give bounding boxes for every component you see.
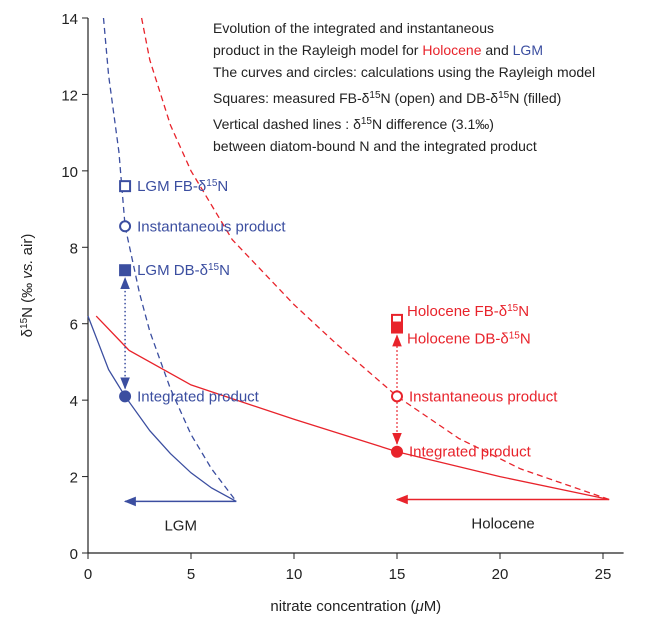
point-label: Instantaneous product xyxy=(137,218,286,235)
text-part: LGM xyxy=(513,42,543,58)
annotation: The curves and circles: calculations usi… xyxy=(213,64,595,80)
text-part: M) xyxy=(424,598,442,615)
text-part: 15 xyxy=(361,116,373,127)
text-part: and xyxy=(482,42,513,58)
text-part: between diatom-bound N and the integrate… xyxy=(213,138,537,154)
y-tick-label: 14 xyxy=(61,11,78,28)
point xyxy=(391,321,403,334)
text-part: Holocene FB-δ xyxy=(407,303,507,320)
text-part: N (open) and DB-δ xyxy=(381,90,499,106)
text-part: Holocene DB-δ xyxy=(407,331,509,348)
text-part: Integrated product xyxy=(137,388,260,405)
point-label: Integrated product xyxy=(409,444,532,461)
y-tick-label: 12 xyxy=(61,87,78,104)
text-part: δ xyxy=(19,329,36,337)
annotation: Evolution of the integrated and instanta… xyxy=(213,20,494,36)
x-tick-label: 15 xyxy=(389,566,406,583)
point xyxy=(119,180,132,193)
text-part: nitrate concentration ( xyxy=(270,598,415,615)
y-tick-label: 6 xyxy=(70,317,78,334)
text-part: Holocene xyxy=(422,42,481,58)
text-part: vs. xyxy=(19,260,36,279)
x-tick-label: 10 xyxy=(286,566,303,583)
x-tick-label: 20 xyxy=(492,566,509,583)
text-part: N difference (3.1‰) xyxy=(372,116,494,132)
text-part: 15 xyxy=(208,262,220,273)
point-label: LGM FB-δ15N xyxy=(137,178,228,196)
text-part: N xyxy=(219,262,230,279)
text-part: μ xyxy=(414,598,423,615)
annotation: product in the Rayleigh model for Holoce… xyxy=(213,42,543,58)
text-part: Instantaneous product xyxy=(137,218,286,235)
point xyxy=(119,220,132,233)
point xyxy=(391,445,403,458)
curve xyxy=(87,315,237,502)
text-part: 15 xyxy=(509,330,521,341)
y-tick-label: 4 xyxy=(70,393,78,410)
text-part: Squares: measured FB-δ xyxy=(213,90,370,106)
text-part: 15 xyxy=(19,317,30,329)
text-part: Evolution of the integrated and instanta… xyxy=(213,20,494,36)
text-part: The curves and circles: calculations usi… xyxy=(213,64,595,80)
point xyxy=(119,264,132,277)
text-part: N xyxy=(518,303,529,320)
point xyxy=(119,390,132,403)
text-part: air) xyxy=(19,234,36,260)
x-tick-label: 5 xyxy=(187,566,195,583)
text-part: Integrated product xyxy=(409,444,532,461)
text-part: N xyxy=(520,331,531,348)
text-part: 15 xyxy=(206,178,218,189)
y-tick-label: 0 xyxy=(70,546,78,563)
y-tick-label: 10 xyxy=(61,164,78,181)
x-tick-label: 0 xyxy=(84,566,92,583)
point-label: Holocene FB-δ15N xyxy=(407,302,529,320)
text-part: product in the Rayleigh model for xyxy=(213,42,422,58)
point xyxy=(391,390,403,403)
text-part: Instantaneous product xyxy=(409,388,558,405)
annotation: Vertical dashed lines : δ15N difference … xyxy=(213,116,494,133)
annotation: Squares: measured FB-δ15N (open) and DB-… xyxy=(213,90,561,107)
text-part: LGM FB-δ xyxy=(137,178,206,195)
curve xyxy=(140,17,610,501)
point-label: LGM DB-δ15N xyxy=(137,262,230,280)
y-tick-label: 2 xyxy=(70,470,78,487)
arrow-label: LGM xyxy=(164,517,197,534)
text-part: N xyxy=(217,178,228,195)
point-label: Instantaneous product xyxy=(409,388,558,405)
text-part: 15 xyxy=(369,90,381,101)
point-label: Integrated product xyxy=(137,388,260,405)
y-axis-label: δ15N (‰ vs. air) xyxy=(19,234,37,338)
curve xyxy=(95,315,610,501)
text-part: N (filled) xyxy=(509,90,561,106)
text-part: 15 xyxy=(507,302,519,313)
point-label: Holocene DB-δ15N xyxy=(407,330,531,348)
annotation: between diatom-bound N and the integrate… xyxy=(213,138,537,154)
text-part: N (‰ xyxy=(19,279,36,318)
text-part: LGM DB-δ xyxy=(137,262,208,279)
x-tick-label: 25 xyxy=(595,566,612,583)
text-part: Vertical dashed lines : δ xyxy=(213,116,361,132)
arrow-label: Holocene xyxy=(471,516,534,533)
x-axis-label: nitrate concentration (μM) xyxy=(270,598,441,615)
y-tick-label: 8 xyxy=(70,240,78,257)
text-part: 15 xyxy=(498,90,510,101)
